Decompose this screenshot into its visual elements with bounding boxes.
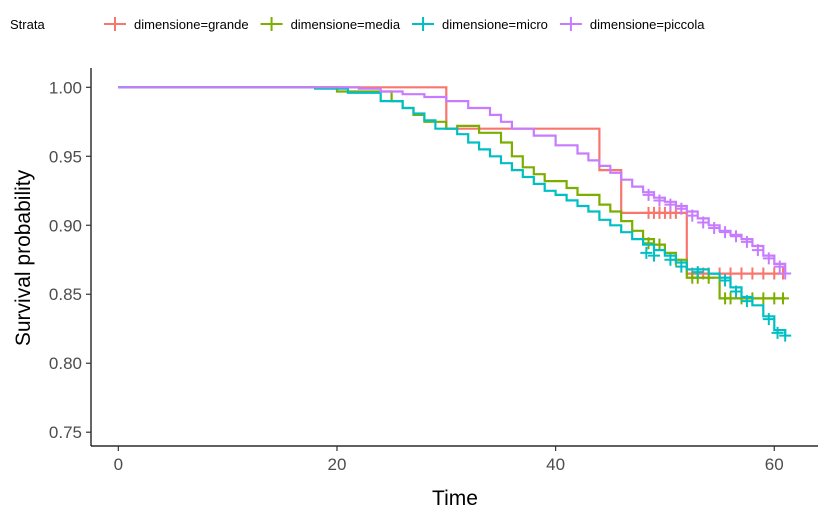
legend-label-3: dimensione=piccola [590, 17, 705, 32]
censor-mark [757, 292, 770, 305]
x-tick-label: 0 [114, 455, 123, 474]
censor-mark [730, 230, 743, 243]
y-tick-label: 0.90 [49, 216, 82, 235]
censor-mark [640, 246, 653, 259]
censor-mark [740, 235, 753, 248]
censor-mark [675, 202, 688, 215]
series-line-3 [118, 86, 787, 274]
censor-mark [735, 267, 748, 280]
censor-mark [675, 260, 688, 273]
censor-mark [757, 267, 770, 280]
plot-series [118, 86, 792, 342]
x-axis-title: Time [432, 487, 478, 509]
y-tick-label: 0.95 [49, 147, 82, 166]
y-axis-title: Survival probability [12, 169, 35, 346]
legend-key-2 [412, 17, 435, 31]
y-tick-label: 0.75 [49, 423, 82, 442]
censor-mark [779, 329, 792, 342]
censor-mark [697, 216, 710, 229]
censor-mark [730, 285, 743, 298]
x-tick-label: 20 [328, 455, 347, 474]
censor-mark [777, 292, 790, 305]
censor-mark [762, 252, 775, 265]
legend-key-1 [260, 17, 283, 31]
legend: Strata dimensione=grande dimensione=media… [10, 17, 705, 32]
censor-mark [762, 313, 775, 326]
censor-mark [779, 267, 792, 280]
censor-mark [664, 253, 677, 266]
legend-label-0: dimensione=grande [134, 17, 249, 32]
legend-label-2: dimensione=micro [442, 17, 548, 32]
censor-mark [740, 295, 753, 308]
censor-mark [664, 198, 677, 211]
censor-mark [751, 244, 764, 257]
y-tick-label: 0.80 [49, 354, 82, 373]
censor-mark [746, 267, 759, 280]
censor-mark [773, 260, 786, 273]
censor-mark [719, 274, 732, 287]
x-tick-label: 40 [546, 455, 565, 474]
censor-mark [642, 188, 655, 201]
series-line-0 [118, 86, 786, 275]
series-line-2 [118, 86, 787, 336]
censor-mark [771, 326, 784, 339]
censor-mark [642, 237, 655, 250]
censor-mark [691, 266, 704, 279]
legend-key-0 [104, 17, 126, 31]
censor-mark [719, 226, 732, 239]
censor-mark [724, 292, 737, 305]
censor-mark [708, 222, 721, 235]
x-tick-label: 60 [765, 455, 784, 474]
censor-mark [653, 238, 666, 251]
legend-label-1: dimensione=media [291, 17, 401, 32]
axes: 0 20 40 60 0.75 0.80 0.85 0.90 0.95 1.00 [49, 68, 818, 474]
censor-mark [648, 249, 661, 262]
censor-mark [653, 194, 666, 207]
censor-mark [686, 209, 699, 222]
y-tick-label: 1.00 [49, 78, 82, 97]
legend-title: Strata [10, 17, 45, 32]
legend-key-3 [559, 17, 582, 31]
y-tick-label: 0.85 [49, 285, 82, 304]
